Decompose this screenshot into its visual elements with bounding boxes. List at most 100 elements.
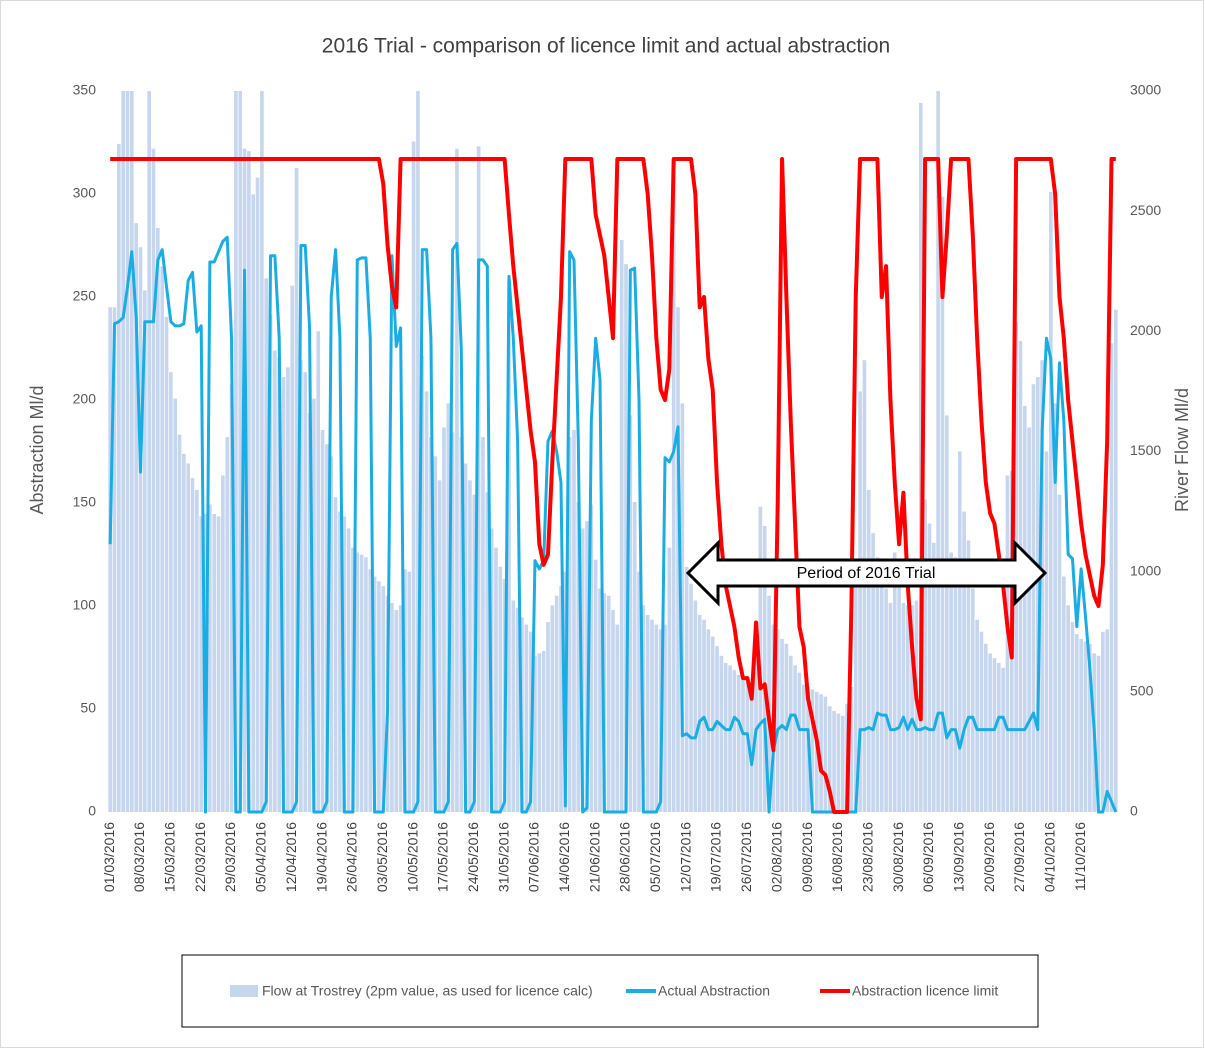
flow-bar (1001, 667, 1005, 812)
flow-bar (121, 91, 125, 812)
flow-bar (940, 196, 945, 812)
flow-bar (316, 331, 321, 812)
x-tick-label: 11/10/2016 (1072, 822, 1088, 891)
flow-bar (719, 655, 724, 812)
flow-bar (1044, 451, 1049, 812)
flow-bar (970, 588, 975, 812)
flow-bar (988, 653, 992, 812)
x-tick-label: 17/05/2016 (435, 822, 451, 892)
flow-bar (732, 670, 737, 812)
flow-bar (918, 103, 923, 813)
flow-bar (481, 437, 485, 812)
flow-bar (706, 629, 711, 812)
flow-bar (680, 403, 685, 812)
flow-bar (260, 91, 264, 812)
flow-bar (884, 588, 888, 812)
legend-swatch (230, 985, 258, 997)
flow-bar (966, 540, 971, 812)
flow-bar (975, 619, 979, 812)
annotation-text: Period of 2016 Trial (797, 565, 936, 582)
flow-bar (836, 713, 841, 812)
flow-bar (823, 696, 828, 812)
flow-bar (671, 163, 676, 813)
x-tick-label: 16/08/2016 (829, 822, 845, 892)
flow-bar (494, 547, 498, 812)
flow-bar (238, 91, 243, 812)
flow-bar (511, 600, 516, 812)
flow-bar (255, 177, 260, 812)
flow-bar (394, 610, 399, 812)
x-tick-label: 21/06/2016 (586, 822, 602, 892)
flow-bar (537, 653, 542, 812)
flow-bar (715, 646, 719, 812)
flow-bar (541, 650, 546, 812)
y2-tick-label: 2000 (1130, 322, 1161, 338)
flow-bar (741, 677, 745, 812)
flow-bar (723, 662, 728, 812)
flow-bar (338, 511, 342, 812)
flow-bar (819, 694, 823, 812)
flow-bar (1022, 405, 1027, 812)
flow-bar (996, 662, 1001, 812)
flow-bar (654, 624, 659, 812)
flow-bar (221, 475, 225, 812)
flow-bar (1031, 384, 1036, 812)
flow-bar (437, 480, 442, 812)
y2-tick-label: 2500 (1130, 202, 1161, 218)
flow-bar (866, 489, 871, 812)
flow-bar (407, 571, 412, 812)
flow-bar (953, 557, 958, 812)
flow-bar (1101, 631, 1105, 812)
flow-bar (307, 413, 312, 812)
trial-arrow (685, 539, 1048, 607)
flow-bar (793, 665, 797, 812)
legend-label: Actual Abstraction (658, 983, 770, 999)
flow-bar (650, 619, 654, 812)
flow-bar (277, 357, 282, 812)
flow-bar (117, 143, 121, 812)
x-tick-label: 28/06/2016 (617, 822, 633, 892)
flow-bar (429, 437, 433, 812)
flow-bar (676, 307, 680, 812)
x-tick-label: 20/09/2016 (981, 822, 997, 892)
flow-bar (632, 501, 637, 812)
flow-bar (923, 499, 927, 812)
flow-bar (615, 624, 620, 812)
flow-bar (303, 372, 308, 812)
flow-bar (628, 415, 633, 812)
flow-bar (212, 513, 217, 812)
flow-bar (749, 684, 754, 812)
flow-bar (455, 148, 459, 812)
x-tick-label: 19/07/2016 (708, 822, 724, 892)
flow-bar (905, 605, 910, 812)
flow-bar (147, 91, 152, 812)
flow-bar (216, 516, 221, 812)
flow-bar (827, 706, 832, 812)
flow-bar (355, 552, 360, 812)
flow-bar (1053, 403, 1057, 812)
y2-tick-label: 1500 (1130, 442, 1161, 458)
series-line (110, 156, 1116, 814)
flow-bar (485, 492, 490, 812)
flow-bar (979, 631, 984, 812)
flow-bar (208, 504, 212, 812)
flow-bar (927, 523, 932, 812)
flow-bar (1066, 605, 1070, 812)
flow-bar (667, 547, 672, 812)
flow-bar (728, 665, 732, 812)
y2-tick-label: 1000 (1130, 562, 1161, 578)
flow-bar (554, 595, 559, 812)
flow-bar (515, 607, 520, 812)
flow-bar (593, 559, 598, 812)
flow-bar (1035, 376, 1040, 812)
y-tick-label: 350 (73, 82, 97, 98)
flow-bar (463, 463, 468, 812)
flow-bar (944, 415, 949, 812)
flow-bar (433, 456, 438, 812)
flow-bar (225, 437, 230, 812)
flow-bar (286, 367, 290, 812)
flow-bar (151, 148, 156, 812)
flow-bar (359, 554, 364, 812)
flow-bar (247, 151, 251, 813)
